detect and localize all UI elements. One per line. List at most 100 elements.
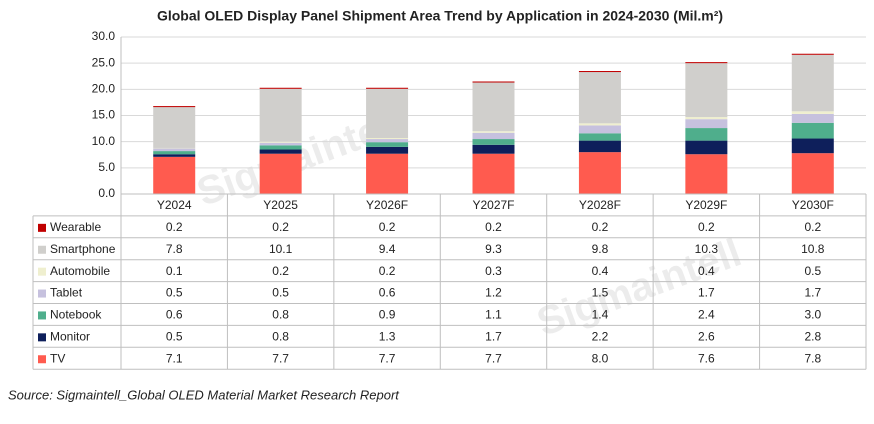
bar-segment xyxy=(472,139,515,145)
table-value: 0.2 xyxy=(698,220,715,234)
table-value: 0.5 xyxy=(804,264,821,278)
table-value: 10.1 xyxy=(269,242,293,256)
legend-swatch xyxy=(38,355,46,364)
bar-segment xyxy=(153,154,196,157)
table-value: 0.2 xyxy=(272,264,289,278)
table-value: 0.2 xyxy=(379,220,396,234)
legend-label: Tablet xyxy=(50,286,83,300)
table-value: 0.2 xyxy=(379,264,396,278)
bar-segment xyxy=(685,128,728,141)
table-value: 0.8 xyxy=(272,308,289,322)
y-tick-label: 15.0 xyxy=(92,108,116,122)
bar-segment xyxy=(685,117,728,120)
bar-segment xyxy=(685,154,728,194)
x-tick-label: Y2025 xyxy=(263,198,298,212)
bar-segment xyxy=(153,151,196,155)
bar-segment xyxy=(259,149,302,154)
legend-swatch xyxy=(38,223,46,232)
table-value: 2.2 xyxy=(592,330,609,344)
table-value: 0.2 xyxy=(166,220,183,234)
table-value: 2.4 xyxy=(698,308,715,322)
chart-title: Global OLED Display Panel Shipment Area … xyxy=(157,8,723,24)
table-value: 0.2 xyxy=(592,220,609,234)
y-tick-label: 10.0 xyxy=(92,134,116,148)
legend-label: Smartphone xyxy=(50,242,116,256)
bar-segment xyxy=(472,81,515,83)
table-value: 7.8 xyxy=(166,242,183,256)
bar-segment xyxy=(578,133,621,141)
table-value: 1.3 xyxy=(379,330,396,344)
bar-segment xyxy=(153,107,196,148)
bar-segment xyxy=(791,113,834,123)
table-value: 0.5 xyxy=(166,286,183,300)
y-tick-label: 5.0 xyxy=(98,160,115,174)
bar-segment xyxy=(472,82,515,132)
table-value: 10.3 xyxy=(695,242,719,256)
bar-segment xyxy=(366,139,409,143)
bar-segment xyxy=(153,156,196,194)
bar-segment xyxy=(578,140,621,153)
bar-segment xyxy=(259,142,302,146)
bar-segment xyxy=(366,153,409,194)
x-tick-label: Y2029F xyxy=(685,198,727,212)
table-value: 0.9 xyxy=(379,308,396,322)
y-tick-label: 30.0 xyxy=(92,29,116,43)
legend-swatch xyxy=(38,333,46,342)
table-value: 0.5 xyxy=(272,286,289,300)
legend-label: Monitor xyxy=(50,330,90,344)
bar-segment xyxy=(259,145,302,150)
table-value: 7.7 xyxy=(379,351,396,365)
bar-segment xyxy=(685,140,728,155)
bar-segment xyxy=(472,153,515,194)
bar-segment xyxy=(366,87,409,89)
table-value: 1.1 xyxy=(485,308,502,322)
bar-segment xyxy=(366,138,409,140)
legend-swatch xyxy=(38,311,46,320)
bar-segment xyxy=(259,87,302,89)
bar-segment xyxy=(153,147,196,149)
table-value: 0.2 xyxy=(485,220,502,234)
table-value: 7.1 xyxy=(166,351,183,365)
bar-segment xyxy=(791,54,834,112)
table-value: 0.4 xyxy=(592,264,609,278)
table-value: 0.6 xyxy=(166,308,183,322)
table-value: 1.7 xyxy=(698,286,715,300)
table-value: 2.6 xyxy=(698,330,715,344)
table-value: 3.0 xyxy=(804,308,821,322)
table-value: 9.8 xyxy=(592,242,609,256)
table-value: 1.7 xyxy=(485,330,502,344)
table-value: 2.8 xyxy=(804,330,821,344)
x-tick-label: Y2027F xyxy=(472,198,514,212)
legend-swatch xyxy=(38,245,46,254)
legend-label: Wearable xyxy=(50,220,101,234)
bar-segment xyxy=(578,123,621,126)
table-value: 1.4 xyxy=(592,308,609,322)
x-tick-label: Y2030F xyxy=(792,198,834,212)
table-value: 7.7 xyxy=(272,351,289,365)
bar-segment xyxy=(578,71,621,73)
table-value: 10.8 xyxy=(801,242,825,256)
bar-segment xyxy=(791,53,834,55)
table-value: 1.5 xyxy=(592,286,609,300)
bar-segment xyxy=(791,138,834,154)
bar-segment xyxy=(578,125,621,134)
bar-segment xyxy=(472,131,515,133)
table-value: 9.4 xyxy=(379,242,396,256)
bar-segment xyxy=(791,153,834,194)
bar-segment xyxy=(259,153,302,194)
bar-segment xyxy=(153,148,196,152)
y-tick-label: 0.0 xyxy=(98,186,115,200)
bar-segment xyxy=(366,142,409,147)
bar-segment xyxy=(472,132,515,140)
table-value: 0.1 xyxy=(166,264,183,278)
y-tick-label: 25.0 xyxy=(92,55,116,69)
bar-segment xyxy=(578,152,621,194)
x-tick-label: Y2028F xyxy=(579,198,621,212)
table-value: 0.6 xyxy=(379,286,396,300)
legend-swatch xyxy=(38,289,46,298)
bar-segment xyxy=(791,111,834,114)
table-value: 1.2 xyxy=(485,286,502,300)
table-value: 8.0 xyxy=(592,351,609,365)
legend-swatch xyxy=(38,267,46,276)
source-note: Source: Sigmaintell_Global OLED Material… xyxy=(8,387,400,402)
